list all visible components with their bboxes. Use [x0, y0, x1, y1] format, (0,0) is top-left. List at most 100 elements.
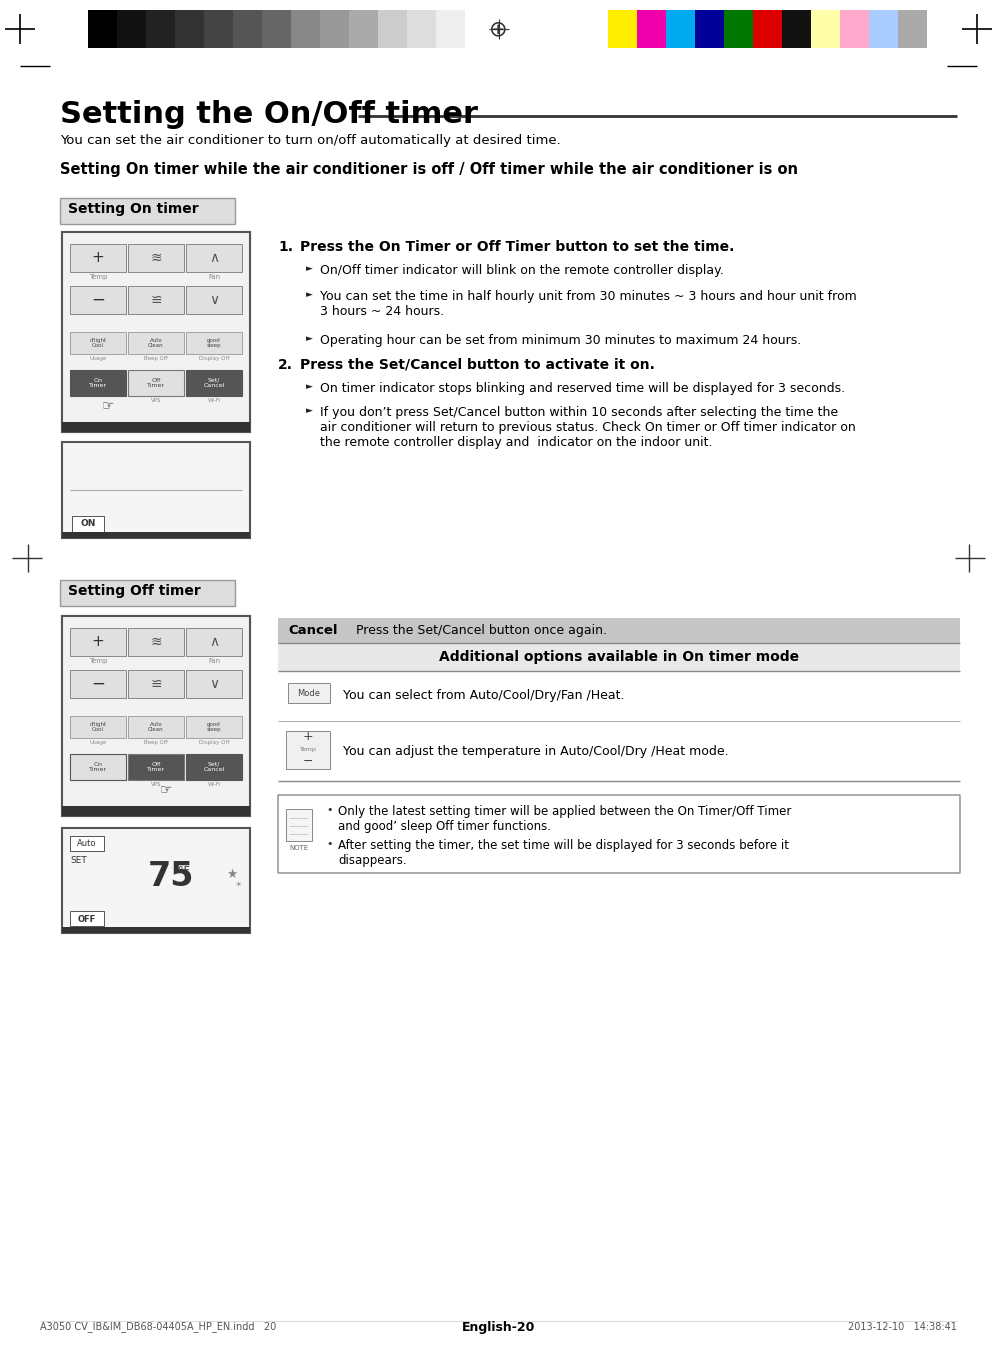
Text: −: −	[303, 755, 313, 767]
Text: A3050 CV_IB&IM_DB68-04405A_HP_EN.indd   20: A3050 CV_IB&IM_DB68-04405A_HP_EN.indd 20	[40, 1321, 276, 1332]
Bar	[637, 10, 666, 48]
Bar	[175, 10, 204, 48]
Bar	[407, 10, 436, 48]
Bar	[70, 670, 126, 698]
Bar	[70, 287, 126, 314]
Bar	[128, 332, 184, 354]
Text: ►: ►	[306, 382, 313, 390]
Bar	[62, 422, 250, 431]
Text: good
sleep: good sleep	[206, 337, 221, 348]
Text: Fan: Fan	[208, 658, 220, 663]
Text: +: +	[92, 251, 105, 266]
Bar	[62, 805, 250, 816]
Bar	[70, 628, 126, 657]
Bar	[695, 10, 724, 48]
Text: Mode: Mode	[297, 688, 320, 698]
Text: −: −	[91, 291, 105, 308]
Bar	[811, 10, 840, 48]
Text: Usage: Usage	[90, 356, 107, 360]
Bar	[278, 721, 960, 781]
Text: On timer indicator stops blinking and reserved time will be displayed for 3 seco: On timer indicator stops blinking and re…	[320, 382, 845, 394]
Bar	[128, 287, 184, 314]
Text: Temp: Temp	[299, 747, 316, 752]
Bar	[128, 370, 184, 396]
Bar	[60, 198, 235, 224]
Text: On/Off timer indicator will blink on the remote controller display.: On/Off timer indicator will blink on the…	[320, 263, 724, 277]
Text: If you don’t press Set/Cancel button within 10 seconds after selecting the time : If you don’t press Set/Cancel button wit…	[320, 405, 855, 449]
Bar	[70, 835, 104, 850]
Bar	[436, 10, 465, 48]
Bar	[204, 10, 233, 48]
Text: On
Timer: On Timer	[89, 762, 107, 773]
Text: Usage: Usage	[90, 740, 107, 745]
Text: Auto: Auto	[77, 838, 97, 848]
Text: +: +	[92, 635, 105, 650]
Text: ≌: ≌	[151, 677, 162, 691]
Bar	[782, 10, 811, 48]
Text: ☞: ☞	[102, 399, 115, 412]
Bar	[286, 809, 312, 841]
Text: You can select from Auto/Cool/Dry/Fan /Heat.: You can select from Auto/Cool/Dry/Fan /H…	[343, 689, 624, 703]
Text: After setting the timer, the set time will be displayed for 3 seconds before it
: After setting the timer, the set time wi…	[338, 839, 789, 867]
Bar	[608, 10, 637, 48]
Text: Operating hour can be set from minimum 30 minutes to maximum 24 hours.: Operating hour can be set from minimum 3…	[320, 334, 802, 347]
Text: You can set the air conditioner to turn on/off automatically at desired time.: You can set the air conditioner to turn …	[60, 134, 560, 147]
Text: Press the On Timer or Off Timer button to set the time.: Press the On Timer or Off Timer button t…	[300, 240, 735, 254]
Text: OFF: OFF	[78, 915, 96, 924]
Text: Set/
Cancel: Set/ Cancel	[203, 378, 224, 389]
Bar	[286, 732, 330, 768]
Bar	[233, 10, 262, 48]
Text: Temp: Temp	[89, 658, 108, 663]
Text: Beep Off: Beep Off	[144, 356, 167, 360]
Text: ∨: ∨	[209, 677, 219, 691]
Bar	[840, 10, 869, 48]
Bar	[62, 442, 250, 538]
Text: •: •	[326, 839, 333, 849]
Text: 2013-12-10   14:38:41: 2013-12-10 14:38:41	[848, 1321, 957, 1332]
Bar	[62, 616, 250, 816]
Bar	[262, 10, 291, 48]
Bar	[146, 10, 175, 48]
Bar	[70, 753, 126, 779]
Text: ►: ►	[306, 263, 313, 273]
Bar	[70, 717, 126, 738]
Bar	[60, 580, 235, 606]
Bar	[898, 10, 927, 48]
Text: good
sleep: good sleep	[206, 722, 221, 733]
Bar	[753, 10, 782, 48]
Text: Auto
Clean: Auto Clean	[149, 337, 164, 348]
Text: VPS: VPS	[151, 399, 162, 403]
Text: Fan: Fan	[208, 274, 220, 280]
Text: ★: ★	[226, 868, 237, 880]
Bar	[666, 10, 695, 48]
Text: ≋: ≋	[151, 635, 162, 648]
Bar	[278, 672, 960, 721]
Bar	[128, 670, 184, 698]
Text: NOTE: NOTE	[289, 845, 309, 850]
Bar	[62, 829, 250, 934]
Text: Wi-Fi: Wi-Fi	[207, 399, 220, 403]
Text: Only the latest setting timer will be applied between the On Timer/Off Timer
and: Only the latest setting timer will be ap…	[338, 805, 792, 833]
Bar	[320, 10, 349, 48]
Bar	[186, 287, 242, 314]
Bar	[724, 10, 753, 48]
Text: ≋: ≋	[151, 251, 162, 265]
Text: 1.: 1.	[278, 240, 293, 254]
FancyBboxPatch shape	[278, 794, 960, 874]
Bar	[62, 927, 250, 934]
Text: Setting On timer: Setting On timer	[68, 202, 198, 216]
Bar	[128, 753, 184, 779]
Bar	[349, 10, 378, 48]
Text: You can set the time in half hourly unit from 30 minutes ~ 3 hours and hour unit: You can set the time in half hourly unit…	[320, 289, 856, 318]
Text: ☀: ☀	[234, 880, 241, 889]
Bar	[869, 10, 898, 48]
Text: SET: SET	[70, 856, 87, 865]
Text: Beep Off: Beep Off	[144, 740, 167, 745]
Bar	[70, 910, 104, 925]
Bar	[62, 232, 250, 431]
Bar	[186, 628, 242, 657]
Bar	[186, 717, 242, 738]
Text: •: •	[326, 805, 333, 815]
Text: Additional options available in On timer mode: Additional options available in On timer…	[439, 650, 799, 663]
Bar	[278, 643, 960, 672]
